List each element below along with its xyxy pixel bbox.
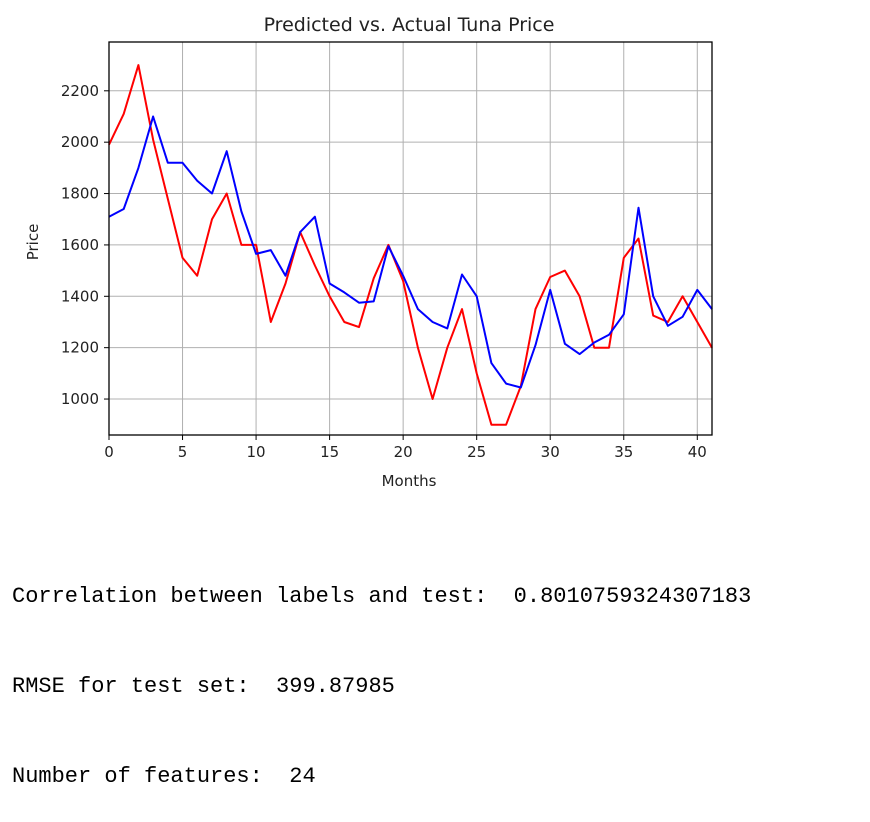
x-tick-label: 20 <box>394 443 413 461</box>
y-tick-label: 2200 <box>61 82 99 100</box>
chart-title: Predicted vs. Actual Tuna Price <box>264 14 555 36</box>
y-axis-label: Price <box>24 224 42 261</box>
y-tick-label: 1000 <box>61 390 99 408</box>
y-tick-label: 1800 <box>61 185 99 203</box>
axis-ticks: 0 5 10 15 20 25 30 35 40 1000 1200 1400 1600 1800 2000… <box>61 82 707 461</box>
y-tick-label: 2000 <box>61 133 99 151</box>
console-output: Correlation between labels and test: 0.8… <box>12 522 751 822</box>
correlation-output: Correlation between labels and test: 0.8… <box>12 584 752 609</box>
grid <box>108 42 712 435</box>
x-tick-label: 15 <box>320 443 339 461</box>
x-tick-label: 0 <box>104 443 114 461</box>
x-tick-label: 40 <box>688 443 707 461</box>
series-lines <box>108 64 713 426</box>
x-axis-label: Months <box>382 472 437 490</box>
series-line-1 <box>108 115 713 389</box>
line-chart: Predicted vs. Actual Tuna Price 0 5 10 15 20… <box>24 14 713 490</box>
x-tick-label: 30 <box>541 443 560 461</box>
x-tick-label: 10 <box>247 443 266 461</box>
axes-frame <box>108 41 713 436</box>
y-tick-label: 1600 <box>61 236 99 254</box>
y-tick-label: 1400 <box>61 287 99 305</box>
x-tick-label: 5 <box>178 443 188 461</box>
features-output: Number of features: 24 <box>12 764 316 789</box>
x-tick-label: 25 <box>467 443 486 461</box>
x-tick-label: 35 <box>614 443 633 461</box>
y-tick-label: 1200 <box>61 339 99 357</box>
rmse-output: RMSE for test set: 399.87985 <box>12 674 395 699</box>
